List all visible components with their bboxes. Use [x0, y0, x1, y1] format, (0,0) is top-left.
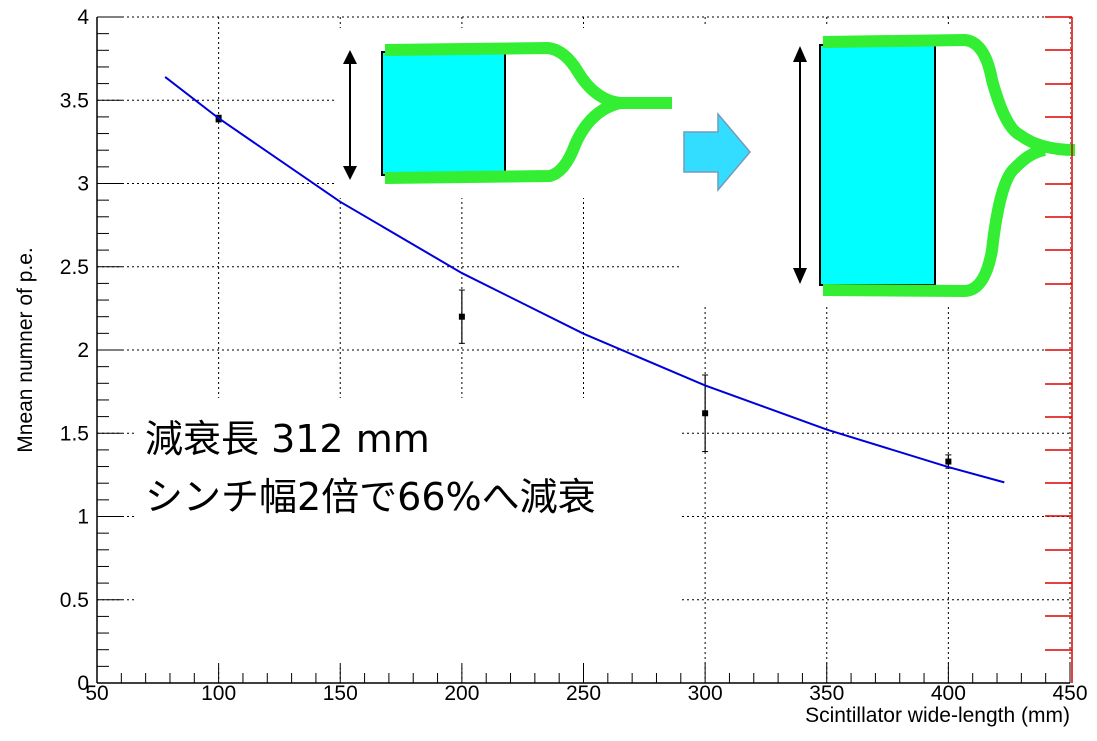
y-tick-label: 3: [77, 173, 89, 196]
x-tick-label: 100: [201, 682, 236, 705]
right-axis: [1045, 17, 1072, 683]
y-tick-label: 0.5: [60, 589, 89, 612]
annotation: 減衰長 312 mm: [145, 417, 430, 461]
x-tick-label: 450: [1052, 682, 1087, 705]
y-tick-label: 3.5: [60, 89, 89, 112]
y-tick-label: 2: [77, 339, 89, 362]
x-tick-label: 250: [566, 682, 601, 705]
point: [945, 459, 951, 465]
y-tick-label: 0: [77, 672, 89, 695]
y-tick-label: 1: [77, 506, 89, 529]
annotation: シンチ幅2倍で66%へ減衰: [145, 475, 596, 519]
y-tick-label: 2.5: [60, 256, 89, 279]
y-tick-label: 4: [77, 6, 89, 29]
point: [459, 314, 465, 320]
x-axis-label: Scintillator wide-length (mm): [805, 704, 1070, 727]
x-tick-label: 150: [323, 682, 358, 705]
x-tick-label: 300: [688, 682, 723, 705]
x-tick-label: 400: [931, 682, 966, 705]
y-tick-label: 1.5: [60, 422, 89, 445]
y-axis-label: Mnean numner of p.e.: [14, 247, 37, 452]
x-tick-label: 350: [809, 682, 844, 705]
x-tick-label: 200: [444, 682, 479, 705]
point: [702, 410, 708, 416]
chart: Scintillator wide-length (mm) Mnean numn…: [0, 0, 1097, 741]
